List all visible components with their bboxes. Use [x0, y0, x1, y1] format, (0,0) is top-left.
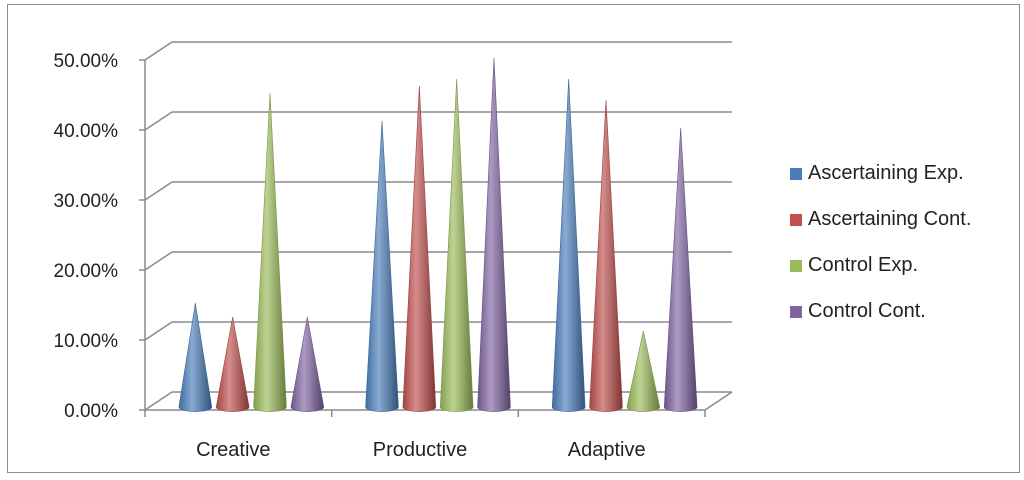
x-category-label: Creative — [196, 439, 270, 461]
legend-item: Control Cont. — [790, 300, 926, 322]
cone-adaptive-control-exp — [626, 330, 661, 412]
legend-item: Ascertaining Cont. — [790, 208, 971, 230]
y-tick-label: 20.00% — [54, 261, 119, 282]
grid-line-side — [144, 251, 173, 271]
grid-line-side — [144, 181, 173, 201]
x-axis-categories: Creative Productive Adaptive — [196, 439, 645, 461]
cone-creative-ascertaining-exp — [178, 302, 213, 412]
legend-swatch — [790, 214, 802, 226]
cone-adaptive-ascertaining-cont — [589, 99, 623, 412]
legend-label: Ascertaining Exp. — [808, 162, 964, 184]
cone-creative-ascertaining-cont — [215, 316, 250, 412]
legend-item: Ascertaining Exp. — [790, 162, 964, 184]
chart-frame — [7, 4, 1020, 473]
y-tick-label: 50.00% — [54, 51, 119, 72]
cone-creative-control-exp — [253, 92, 287, 412]
grid-line-side — [144, 391, 173, 411]
grid-line-side — [144, 41, 173, 61]
cone-productive-ascertaining-cont — [402, 85, 437, 412]
legend-label: Ascertaining Cont. — [808, 208, 971, 230]
grid-line-side — [144, 111, 173, 131]
cone-creative-control-cont — [290, 316, 325, 412]
y-axis-ticks: 0.00% 10.00% 20.00% 30.00% 40.00% 50.00% — [54, 51, 119, 422]
legend-swatch — [790, 168, 802, 180]
legend-label: Control Cont. — [808, 300, 926, 322]
cone-adaptive-ascertaining-exp — [551, 78, 586, 412]
x-category-label: Productive — [373, 439, 468, 461]
y-tick-label: 40.00% — [54, 121, 119, 142]
cone-productive-control-exp — [439, 78, 474, 412]
legend-swatch — [790, 260, 802, 272]
x-category-label: Adaptive — [568, 439, 646, 461]
cone-productive-control-cont — [477, 57, 511, 412]
cone-marks — [178, 57, 698, 412]
legend: Ascertaining Exp. Ascertaining Cont. Contr… — [790, 162, 971, 322]
cone-productive-ascertaining-exp — [365, 120, 399, 412]
grid-line-side — [144, 321, 173, 341]
floor-side-edge — [704, 391, 733, 411]
cone-adaptive-control-cont — [663, 127, 698, 412]
y-tick-label: 30.00% — [54, 191, 119, 212]
legend-label: Control Exp. — [808, 254, 918, 276]
y-tick-label: 0.00% — [64, 401, 118, 422]
legend-swatch — [790, 306, 802, 318]
y-tick-label: 10.00% — [54, 331, 119, 352]
legend-item: Control Exp. — [790, 254, 918, 276]
